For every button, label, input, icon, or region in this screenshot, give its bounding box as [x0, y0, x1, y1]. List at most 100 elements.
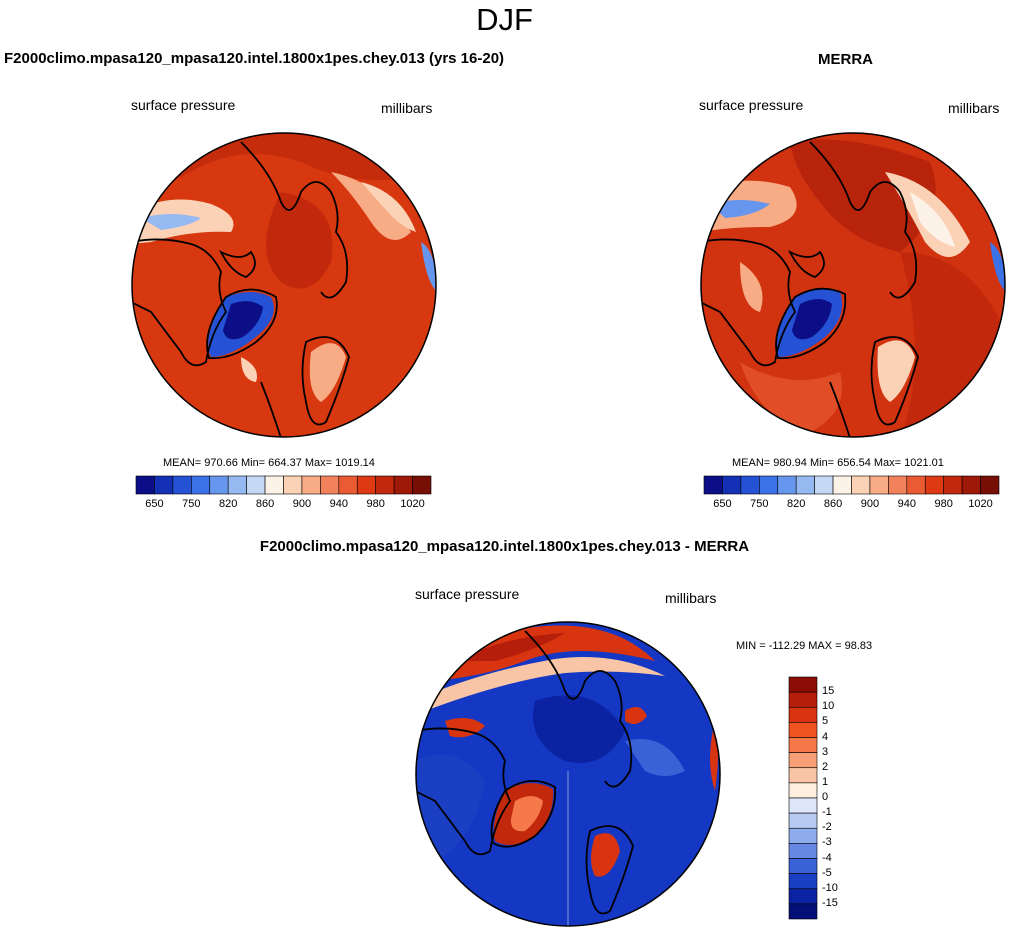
- colorbar-model-tick-label: 650: [145, 498, 164, 510]
- colorbar-diff-swatch: [788, 706, 818, 723]
- map-diff-positive-region: [455, 633, 565, 661]
- map-diff-negative-core: [416, 754, 485, 861]
- panel-model-variable-label: surface pressure: [131, 97, 236, 113]
- colorbar-model-swatch: [375, 475, 395, 495]
- panel-obs-title: MERRA: [818, 51, 873, 68]
- map-model-coastline: [206, 288, 278, 360]
- colorbar-obs-tick-label: 650: [713, 498, 732, 510]
- colorbar-diff: [788, 676, 818, 920]
- colorbar-model-swatch: [154, 475, 174, 495]
- colorbar-diff-swatch: [788, 873, 818, 890]
- panel-obs-variable-label: surface pressure: [699, 97, 804, 113]
- map-obs-low-band: [877, 340, 915, 402]
- colorbar-diff-swatch: [788, 812, 818, 829]
- colorbar-model-swatch: [356, 475, 376, 495]
- colorbar-diff-tick-label: -10: [822, 881, 838, 894]
- colorbar-obs-swatch: [759, 475, 779, 495]
- colorbar-obs-swatch: [740, 475, 760, 495]
- colorbar-diff-tick-label: -15: [822, 896, 838, 909]
- colorbar-diff-tick-label: -2: [822, 821, 832, 834]
- map-model: [131, 132, 437, 438]
- colorbar-model-swatch: [283, 475, 303, 495]
- colorbar-obs-tick-label: 900: [860, 498, 880, 510]
- colorbar-diff-swatch: [788, 903, 818, 920]
- panel-obs-stats: MEAN= 980.94 Min= 656.54 Max= 1021.01: [732, 457, 944, 469]
- map-model-low-band: [361, 182, 416, 232]
- panel-model-units-label: millibars: [381, 100, 433, 116]
- colorbar-obs-swatch: [814, 475, 834, 495]
- map-model-low-band: [421, 242, 436, 292]
- map-obs-low-band: [990, 242, 1005, 292]
- map-diff-near-zero-band: [425, 657, 665, 711]
- colorbar-model-tick-label: 1020: [400, 498, 425, 510]
- colorbar-obs-swatch: [832, 475, 852, 495]
- colorbar-obs-swatch: [795, 475, 815, 495]
- colorbar-model-swatch: [301, 475, 321, 495]
- panel-obs-units-label: millibars: [948, 100, 1000, 116]
- map-obs-low-band: [910, 192, 955, 247]
- colorbar-obs-swatch: [703, 475, 723, 495]
- colorbar-diff-tick-label: -4: [822, 851, 832, 864]
- colorbar-obs-swatch: [961, 475, 981, 495]
- colorbar-diff-swatch: [788, 722, 818, 738]
- map-diff-greenland: [510, 796, 543, 832]
- colorbar-diff-tick-label: 10: [822, 700, 835, 713]
- colorbar-diff-tick-label: 2: [822, 760, 829, 773]
- colorbar-diff-swatch: [788, 737, 818, 753]
- panel-diff-variable-label: surface pressure: [415, 586, 520, 602]
- colorbar-diff-tick-label: 3: [822, 745, 829, 758]
- map-diff-positive-region: [591, 833, 620, 877]
- map-obs-coastline: [787, 249, 825, 278]
- colorbar-model-swatch: [209, 475, 229, 495]
- panel-model-title: F2000climo.mpasa120_mpasa120.intel.1800x…: [4, 50, 505, 67]
- colorbar-model-tick-label: 860: [255, 498, 275, 510]
- colorbar-diff-tick-label: -5: [822, 866, 832, 879]
- colorbar-model-swatch: [412, 475, 432, 495]
- map-obs-coastline: [775, 287, 847, 360]
- colorbar-diff-swatch: [788, 827, 818, 844]
- panel-diff-units-label: millibars: [665, 590, 717, 606]
- colorbar-model-swatch: [172, 475, 192, 495]
- map-diff-near-zero-band: [625, 739, 685, 776]
- colorbar-diff-swatch: [788, 797, 818, 814]
- map-obs-high-region: [790, 139, 936, 252]
- colorbar-diff-tick-label: 5: [822, 715, 829, 728]
- colorbar-model-swatch: [393, 475, 413, 495]
- colorbar-model-swatch: [320, 475, 340, 495]
- panel-model-stats: MEAN= 970.66 Min= 664.37 Max= 1019.14: [163, 457, 375, 469]
- colorbar-obs-swatch: [722, 475, 742, 495]
- colorbar-model-ticks: 650 750 820 860 900 940 980 1020: [136, 498, 431, 512]
- map-model-coastline: [132, 238, 228, 367]
- colorbar-model-tick-label: 820: [219, 498, 238, 510]
- colorbar-diff-tick-label: 15: [822, 685, 835, 698]
- map-model-high-region: [266, 192, 333, 289]
- map-model-low-band: [141, 214, 201, 230]
- figure-title: DJF: [476, 2, 533, 37]
- colorbar-obs-ticks: 650 750 820 860 900 940 980 1020: [704, 498, 999, 512]
- colorbar-model-tick-label: 940: [329, 498, 348, 510]
- colorbar-obs-swatch: [869, 475, 889, 495]
- colorbar-model-swatch: [135, 475, 155, 495]
- colorbar-diff-swatch: [788, 691, 818, 708]
- colorbar-model-swatch: [246, 475, 266, 495]
- map-obs-greenland: [792, 299, 832, 340]
- map-obs-coastline: [870, 336, 919, 426]
- colorbar-diff-tick-label: -1: [822, 806, 832, 819]
- colorbar-obs: [703, 475, 1000, 495]
- colorbar-diff-swatch: [788, 767, 818, 784]
- colorbar-diff-tick-label: 0: [822, 791, 829, 803]
- colorbar-diff-tick-label: 1: [822, 775, 829, 788]
- colorbar-obs-tick-label: 1020: [968, 498, 993, 510]
- map-model-greenland: [223, 301, 263, 340]
- panel-diff-stats: MIN = -112.29 MAX = 98.83: [736, 640, 873, 652]
- map-model-low-band: [241, 357, 257, 382]
- colorbar-model-swatch: [338, 475, 358, 495]
- colorbar-diff-swatch: [788, 858, 818, 874]
- colorbar-model-tick-label: 750: [182, 498, 201, 510]
- colorbar-obs-tick-label: 750: [750, 498, 769, 510]
- map-diff-coastline: [416, 727, 512, 856]
- colorbar-diff-swatch: [788, 843, 818, 859]
- colorbar-model-swatch: [191, 475, 211, 495]
- map-diff-negative-core: [533, 695, 625, 763]
- map-obs-coastline: [829, 381, 851, 437]
